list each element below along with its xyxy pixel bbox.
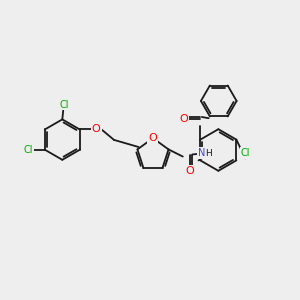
- Text: O: O: [148, 133, 157, 143]
- Text: Cl: Cl: [59, 100, 69, 110]
- Text: O: O: [92, 124, 100, 134]
- Text: O: O: [180, 114, 188, 124]
- Text: H: H: [205, 149, 212, 158]
- Text: O: O: [185, 166, 194, 176]
- Text: Cl: Cl: [24, 145, 33, 155]
- Text: N: N: [198, 148, 206, 158]
- Text: Cl: Cl: [241, 148, 250, 158]
